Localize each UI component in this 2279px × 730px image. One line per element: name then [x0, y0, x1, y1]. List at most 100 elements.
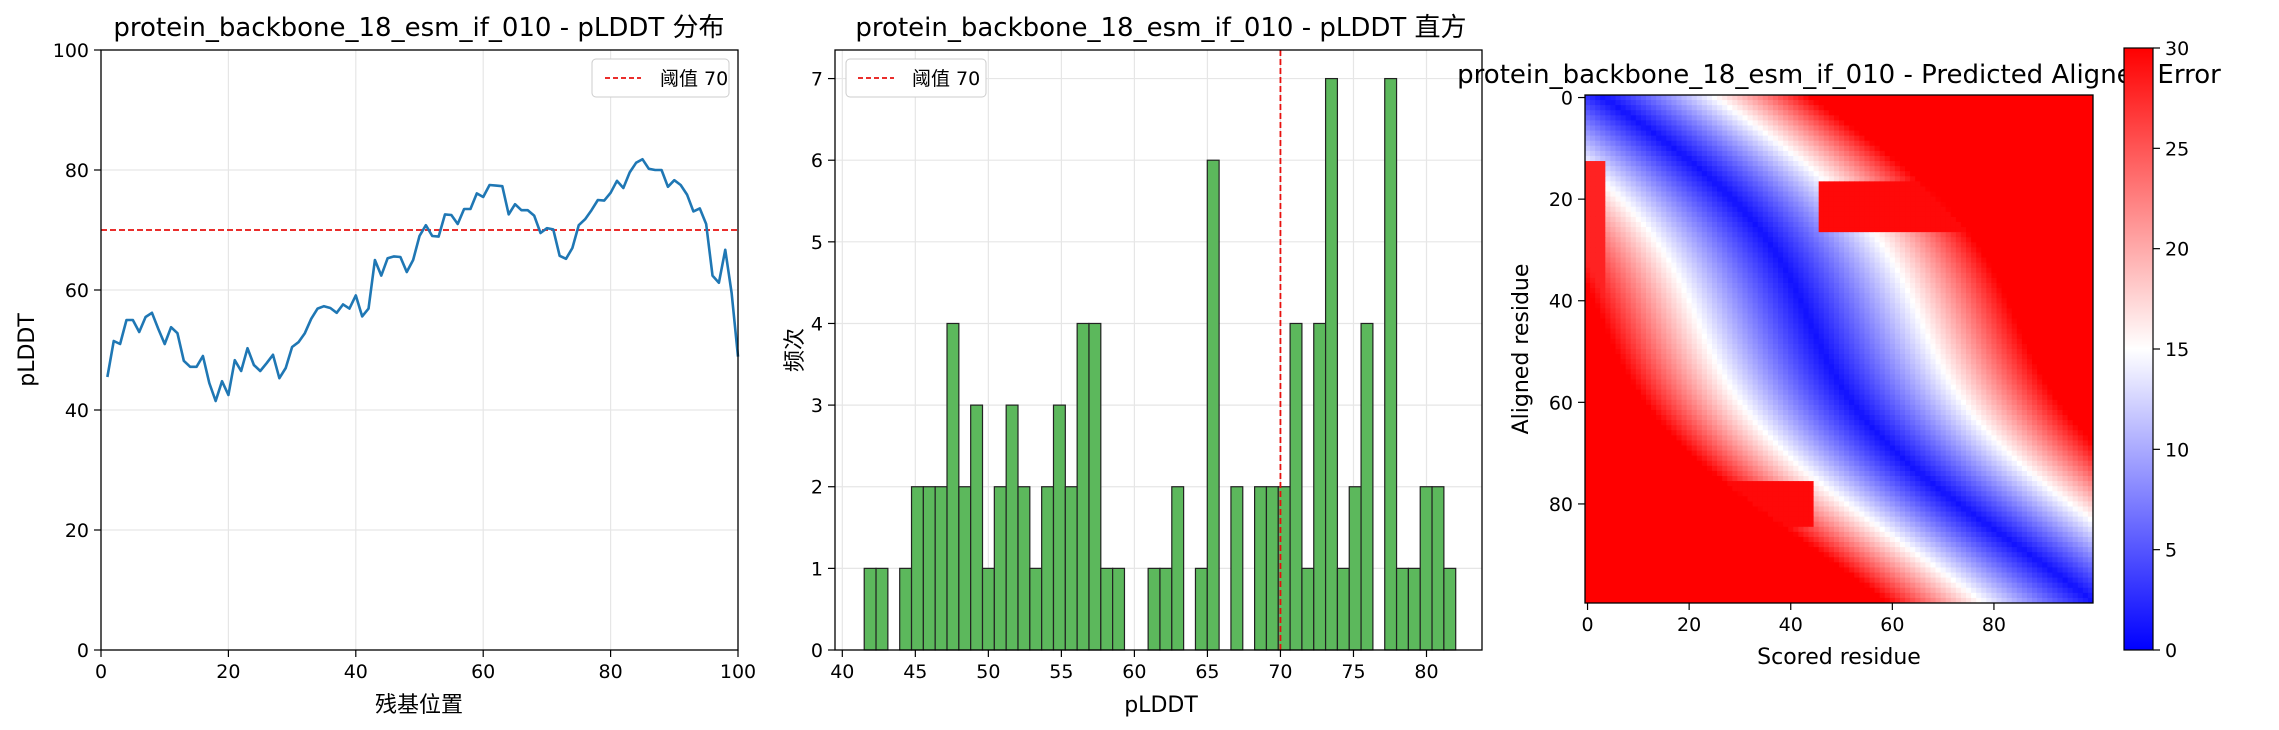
pae-heatmap-cell	[1645, 135, 1652, 142]
pae-heatmap-cell	[1874, 298, 1881, 304]
pae-heatmap-cell	[1981, 206, 1987, 213]
pae-heatmap-cell	[1656, 277, 1662, 284]
pae-heatmap-cell	[1691, 176, 1698, 182]
pae-heatmap-cell	[1752, 125, 1759, 132]
pae-heatmap-cell	[1915, 196, 1921, 203]
pae-heatmap-cell	[1960, 206, 1967, 213]
pae-heatmap-cell	[1910, 150, 1916, 157]
pae-heatmap-cell	[1706, 206, 1713, 213]
pae-heatmap-cell	[1681, 272, 1688, 279]
pae-heatmap-cell	[1772, 206, 1779, 213]
pae-heatmap-cell	[1691, 115, 1698, 121]
pae-heatmap-cell	[2052, 100, 2058, 106]
pae-heatmap-cell	[1889, 257, 1896, 264]
pae-heatmap-cell	[2021, 155, 2028, 162]
pae-heatmap-cell	[1605, 328, 1611, 335]
pae-heatmap-cell	[1656, 242, 1662, 248]
pae-heatmap-cell	[2011, 242, 2018, 248]
pae-heatmap-cell	[1833, 333, 1840, 340]
pae-heatmap-cell	[1844, 120, 1850, 126]
pae-heatmap-cell	[1915, 150, 1921, 157]
pae-heatmap-cell	[1590, 206, 1596, 213]
pae-heatmap-cell	[1884, 222, 1891, 228]
histogram-xtick-label: 60	[1122, 661, 1146, 683]
pae-heatmap-cell	[1778, 318, 1784, 325]
pae-heatmap-cell	[1717, 191, 1723, 198]
pae-heatmap-cell	[1854, 277, 1860, 284]
pae-heatmap-cell	[1955, 105, 1962, 111]
pae-heatmap-cell	[2072, 206, 2079, 213]
pae-heatmap-cell	[2016, 161, 2023, 167]
pae-heatmap-cell	[1671, 262, 1677, 269]
pae-heatmap-cell	[1879, 298, 1886, 304]
pae-heatmap-cell	[1803, 293, 1810, 299]
pae-heatmap-cell	[1849, 181, 1855, 187]
pae-heatmap-cell	[1590, 161, 1596, 167]
pae-heatmap-cell	[1752, 318, 1759, 325]
pae-heatmap-cell	[1793, 338, 1799, 345]
pae-heatmap-cell	[1752, 252, 1759, 259]
pae-heatmap-cell	[1767, 333, 1774, 340]
pae-heatmap-cell	[1925, 232, 1931, 238]
pae-heatmap-cell	[2062, 206, 2069, 213]
pae-heatmap-cell	[1864, 186, 1870, 193]
pae-heatmap-cell	[1666, 288, 1672, 294]
pae-heatmap-cell	[1950, 237, 1957, 243]
pae-heatmap-cell	[1757, 186, 1764, 193]
pae-heatmap-cell	[1879, 176, 1886, 182]
pae-heatmap-cell	[1767, 125, 1774, 132]
pae-heatmap-cell	[1986, 196, 1992, 203]
pae-heatmap-cell	[2072, 232, 2079, 238]
pae-heatmap-cell	[1930, 161, 1937, 167]
pae-heatmap-cell	[1661, 237, 1667, 243]
pae-heatmap-cell	[1818, 130, 1825, 137]
pae-heatmap-cell	[1849, 176, 1855, 182]
pae-heatmap-cell	[1818, 191, 1825, 198]
pae-heatmap-cell	[1595, 293, 1601, 299]
pae-heatmap-cell	[1808, 191, 1815, 198]
pae-heatmap-cell	[1696, 237, 1703, 243]
pae-heatmap-cell	[1585, 252, 1591, 259]
pae-heatmap-cell	[1996, 196, 2003, 203]
pae-heatmap-cell	[1930, 282, 1937, 289]
pae-heatmap-cell	[1823, 201, 1830, 208]
pae-heatmap-cell	[1630, 105, 1637, 111]
pae-heatmap-cell	[1828, 191, 1835, 198]
pae-heatmap-cell	[1656, 293, 1662, 299]
pae-heatmap-cell	[1879, 145, 1886, 152]
pae-heatmap-cell	[1605, 272, 1611, 279]
pae-heatmap-cell	[1585, 216, 1591, 223]
pae-heatmap-cell	[1950, 242, 1957, 248]
pae-heatmap-cell	[1772, 211, 1779, 218]
pae-heatmap-cell	[1793, 333, 1799, 340]
pae-heatmap-cell	[1798, 181, 1804, 187]
pae-heatmap-cell	[1788, 272, 1794, 279]
pae-heatmap-cell	[1595, 232, 1601, 238]
pae-heatmap-cell	[1910, 328, 1916, 335]
pae-heatmap-cell	[1894, 272, 1901, 279]
pae-heatmap-cell	[1696, 100, 1703, 106]
pae-heatmap-cell	[1828, 176, 1835, 182]
pae-heatmap-cell	[2072, 95, 2079, 101]
pae-heatmap-cell	[1986, 227, 1992, 233]
pae-heatmap-cell	[1828, 166, 1835, 172]
pae-heatmap-cell	[1772, 267, 1779, 274]
pae-heatmap-cell	[1833, 298, 1840, 304]
pae-heatmap-cell	[1691, 105, 1698, 111]
pae-heatmap-cell	[1798, 267, 1804, 274]
pae-heatmap-cell	[1717, 161, 1723, 167]
pae-heatmap-cell	[1640, 247, 1647, 253]
pae-heatmap-cell	[1940, 252, 1947, 259]
pae-heatmap-cell	[1605, 171, 1611, 177]
pae-heatmap-cell	[1676, 282, 1683, 289]
pae-heatmap-cell	[1915, 257, 1921, 264]
pae-heatmap-cell	[2001, 298, 2008, 304]
pae-heatmap-cell	[1661, 105, 1667, 111]
pae-heatmap-cell	[1676, 115, 1683, 121]
pae-heatmap-cell	[2026, 277, 2033, 284]
pae-heatmap-cell	[1757, 130, 1764, 137]
pae-heatmap-cell	[1732, 262, 1738, 269]
pae-heatmap-cell	[1595, 277, 1601, 284]
pae-heatmap-cell	[1930, 181, 1937, 187]
pae-heatmap-cell	[2067, 145, 2074, 152]
